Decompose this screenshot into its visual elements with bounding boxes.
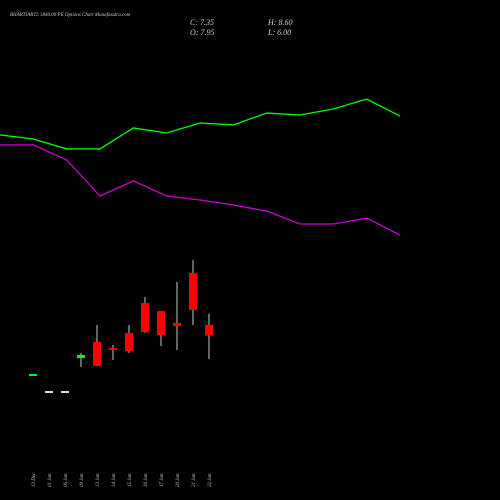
- candle-body: [29, 374, 37, 377]
- x-tick-label: 20 Jan: [176, 473, 181, 487]
- x-tick-label: 14 Jan: [112, 473, 117, 487]
- indicator-line: [0, 98, 401, 150]
- chart-title: BHARTIARTL 1840.00 PE Options Chart Muna…: [10, 13, 131, 18]
- x-tick-label: 09 Jan: [80, 473, 85, 487]
- x-tick-label: 15 Jan: [128, 473, 133, 487]
- x-tick-label: 16 Jan: [144, 473, 149, 487]
- summary-high: H: 8.60: [267, 18, 292, 27]
- summary-close: C: 7.35: [190, 18, 214, 27]
- candle-body: [93, 341, 101, 366]
- indicator-line: [0, 144, 401, 236]
- x-tick-label: 17 Jan: [160, 473, 165, 487]
- candle-body: [173, 323, 181, 327]
- x-tick-label: 22 Jan: [208, 473, 213, 487]
- candle-body: [109, 347, 117, 351]
- candle-body: [189, 273, 197, 310]
- candle-body: [77, 354, 85, 359]
- x-tick-label: 13 Jan: [96, 473, 101, 487]
- candle-body: [45, 391, 53, 394]
- summary-low: L: 6.00: [267, 28, 291, 37]
- x-tick-label: 13 Dec: [32, 472, 37, 487]
- candle-body: [61, 391, 69, 394]
- candle-body: [205, 324, 213, 336]
- x-tick-label: 01 Jan: [48, 473, 53, 487]
- candle-body: [125, 333, 133, 352]
- summary-open: O: 7.95: [190, 28, 214, 37]
- candle-body: [157, 310, 165, 335]
- candle-body: [141, 302, 149, 332]
- x-tick-label: 06 Jan: [64, 473, 69, 487]
- x-tick-label: 21 Jan: [192, 473, 197, 487]
